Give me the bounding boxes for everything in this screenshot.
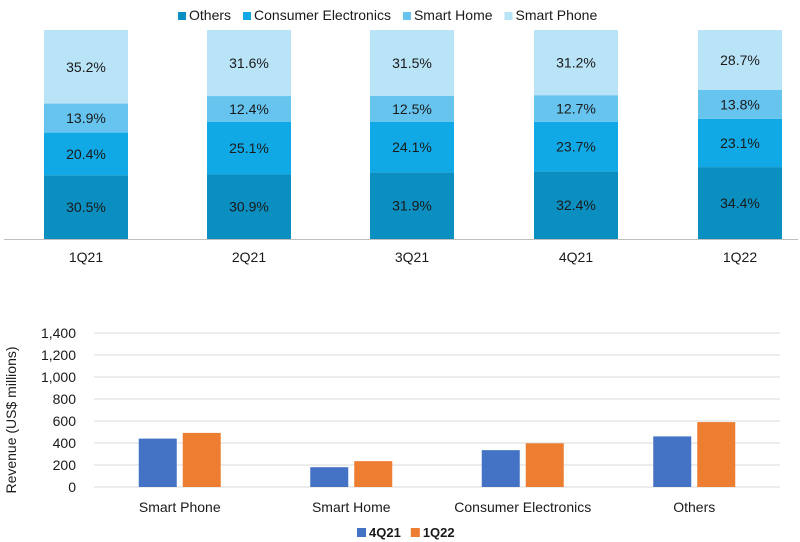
data-label: 23.1% <box>720 135 760 151</box>
data-label: 28.7% <box>720 52 760 68</box>
y-tick-label: 200 <box>53 457 77 473</box>
bar-segment <box>534 171 618 239</box>
data-label: 30.5% <box>66 199 106 215</box>
legend-label: Others <box>189 7 231 23</box>
bar-segment <box>698 89 782 119</box>
x-tick-label: 1Q21 <box>69 249 103 265</box>
bar <box>697 422 736 487</box>
bar-segment <box>370 30 454 96</box>
bar-segment <box>207 174 291 239</box>
data-label: 13.8% <box>720 96 760 112</box>
legend-label: Consumer Electronics <box>254 7 391 23</box>
bar-segment <box>534 95 618 122</box>
bar-segment <box>44 132 128 176</box>
y-tick-label: 0 <box>68 479 76 495</box>
bar <box>653 436 692 487</box>
y-tick-label: 1,400 <box>41 325 76 341</box>
bar <box>310 467 349 487</box>
x-tick-label: 1Q22 <box>723 249 757 265</box>
x-tick-label: Consumer Electronics <box>454 499 591 515</box>
bar-segment <box>207 96 291 122</box>
x-tick-label: 3Q21 <box>395 249 429 265</box>
data-label: 12.5% <box>392 101 432 117</box>
data-label: 13.9% <box>66 110 106 126</box>
legend-item: Smart Phone <box>504 7 598 23</box>
legend-swatch <box>178 12 186 20</box>
bar-segment <box>370 172 454 239</box>
bar-segment <box>370 95 454 122</box>
data-label: 24.1% <box>392 139 432 155</box>
x-tick-label: Smart Home <box>312 499 391 515</box>
y-tick-label: 600 <box>53 413 77 429</box>
bar-segment <box>370 121 454 173</box>
data-label: 31.6% <box>229 55 269 71</box>
legend-label: 4Q21 <box>369 525 401 540</box>
legend-swatch <box>504 12 513 20</box>
bar-segment <box>698 167 782 239</box>
legend-swatch <box>410 528 420 537</box>
legend-item: Others <box>178 7 231 23</box>
x-tick-label: Others <box>673 499 715 515</box>
bar-segment <box>698 30 782 90</box>
bar <box>182 432 221 487</box>
bar <box>354 461 393 487</box>
data-label: 35.2% <box>66 59 106 75</box>
legend-label: Smart Phone <box>516 7 598 23</box>
legend-swatch <box>357 528 366 537</box>
bar-segment <box>207 121 291 175</box>
legend-item: Consumer Electronics <box>243 7 391 23</box>
data-label: 31.2% <box>556 55 596 71</box>
bar-segment <box>44 103 128 133</box>
data-label: 12.7% <box>556 100 596 116</box>
bar-segment <box>207 30 291 97</box>
legend-swatch <box>402 12 411 20</box>
x-tick-label: Smart Phone <box>139 499 221 515</box>
bar <box>525 443 564 487</box>
stacked-share-chart: Others Consumer Electronics Smart Home Smar… <box>4 7 798 265</box>
legend-item: 4Q21 <box>357 525 401 540</box>
data-label: 34.4% <box>720 195 760 211</box>
bar-segment <box>44 175 128 239</box>
legend-swatch <box>243 12 252 20</box>
legend: Others Consumer Electronics Smart Home Smar… <box>178 7 597 23</box>
legend-label: Smart Home <box>414 7 493 23</box>
y-tick-label: 1,200 <box>41 347 76 363</box>
x-tick-label: 4Q21 <box>559 249 593 265</box>
bar-segment <box>534 121 618 172</box>
data-label: 31.9% <box>392 198 432 214</box>
data-label: 25.1% <box>229 140 269 156</box>
bar <box>481 450 520 487</box>
data-label: 32.4% <box>556 197 596 213</box>
data-label: 20.4% <box>66 146 106 162</box>
data-label: 31.5% <box>392 55 432 71</box>
bar <box>138 438 177 487</box>
legend-item: Smart Home <box>402 7 493 23</box>
y-tick-label: 1,000 <box>41 369 76 385</box>
data-label: 12.4% <box>229 101 269 117</box>
x-tick-label: 2Q21 <box>232 249 266 265</box>
legend-label: 1Q22 <box>423 525 455 540</box>
y-axis-label: Revenue (US$ millions) <box>3 346 19 493</box>
data-label: 23.7% <box>556 139 596 155</box>
bar-segment <box>534 30 618 96</box>
data-label: 30.9% <box>229 199 269 215</box>
legend: 4Q21 1Q22 <box>357 525 455 540</box>
y-tick-label: 400 <box>53 435 77 451</box>
y-tick-label: 800 <box>53 391 77 407</box>
bar-segment <box>698 118 782 168</box>
bar-segment <box>44 30 128 104</box>
revenue-bar-chart: 0 200 400 600 800 1,000 1,200 1,400 Revenue (US$… <box>3 325 780 540</box>
legend-item: 1Q22 <box>410 525 455 540</box>
